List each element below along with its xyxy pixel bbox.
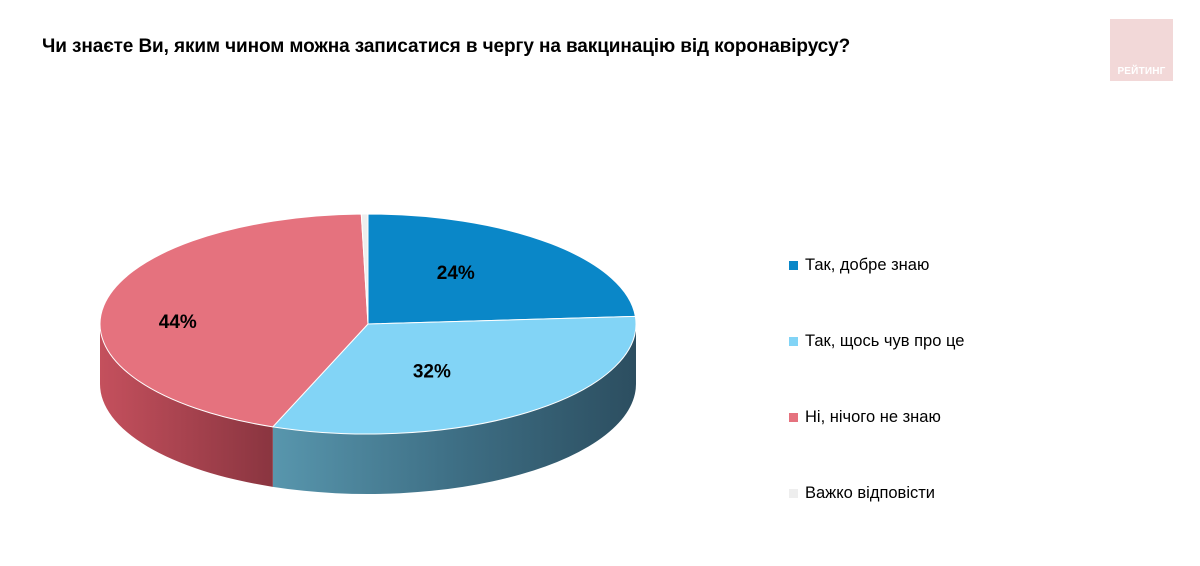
legend-item: Ні, нічого не знаю	[789, 406, 964, 428]
chart-title: Чи знаєте Ви, яким чином можна записатис…	[42, 36, 851, 57]
pie-data-label: 32%	[413, 362, 451, 383]
legend-item: Важко відповісти	[789, 482, 964, 504]
pie-data-label: 24%	[437, 263, 475, 284]
legend-label: Важко відповісти	[805, 483, 936, 502]
legend-item: Так, добре знаю	[789, 254, 964, 276]
legend-label: Так, щось чув про це	[805, 331, 965, 350]
rating-logo: РЕЙТИНГ	[1110, 19, 1173, 81]
pie-data-label: 44%	[159, 312, 197, 333]
pie-slice	[99, 213, 369, 428]
legend: Так, добре знаю Так, щось чув про це Ні,…	[789, 254, 964, 558]
legend-item: Так, щось чув про це	[789, 330, 964, 352]
pie-slice	[367, 213, 636, 325]
pie-side	[272, 324, 636, 494]
legend-swatch	[789, 488, 798, 498]
legend-swatch	[789, 336, 798, 346]
pie-slices	[99, 213, 637, 435]
logo-text: РЕЙТИНГ	[1117, 66, 1166, 77]
pie-slice	[360, 213, 369, 325]
legend-label: Так, добре знаю	[805, 255, 930, 274]
legend-label: Ні, нічого не знаю	[805, 407, 941, 426]
legend-swatch	[789, 412, 798, 422]
legend-swatch	[789, 260, 798, 270]
pie-slice	[271, 315, 637, 435]
pie-data-labels: 24% 32% 44%	[159, 263, 475, 382]
